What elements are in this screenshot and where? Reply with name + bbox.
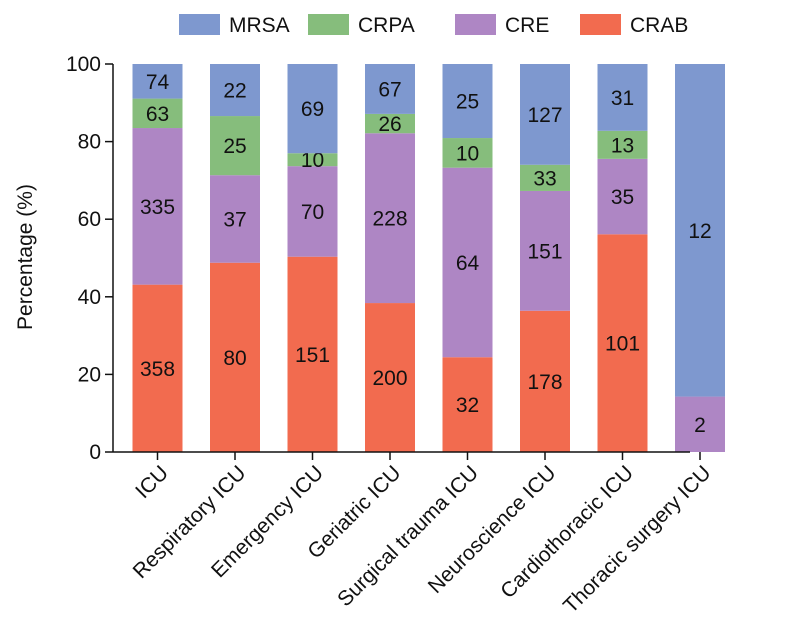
legend-swatch-crab xyxy=(580,14,621,35)
x-tick-label-cardiothoracic-icu: Cardiothoracic ICU xyxy=(496,461,638,603)
data-label-geriatric-icu-crab: 200 xyxy=(372,367,407,390)
y-tick-label-60: 60 xyxy=(78,208,101,231)
data-label-respiratory-icu-mrsa: 22 xyxy=(223,80,246,103)
legend-label-cre: CRE xyxy=(505,14,549,37)
legend-label-mrsa: MRSA xyxy=(229,14,290,37)
bar-emergency-icu-cre xyxy=(287,166,338,257)
bar-respiratory-icu-cre xyxy=(210,175,260,263)
bar-respiratory-icu-crpa xyxy=(210,116,260,176)
bar-geriatric-icu-crab xyxy=(365,303,415,452)
legend-label-crab: CRAB xyxy=(630,14,688,37)
legend-swatch-crpa xyxy=(308,14,349,35)
bar-cardiothoracic-icu-crpa xyxy=(597,130,648,159)
data-label-respiratory-icu-crpa: 25 xyxy=(223,135,246,158)
bar-geriatric-icu-crpa xyxy=(365,113,415,134)
data-label-cardiothoracic-icu-crab: 101 xyxy=(605,333,640,356)
data-label-icu-crab: 358 xyxy=(140,358,175,381)
data-label-cardiothoracic-icu-mrsa: 31 xyxy=(611,87,634,110)
bar-emergency-icu-crab xyxy=(287,256,338,452)
data-label-geriatric-icu-cre: 228 xyxy=(372,208,407,231)
legend: MRSA CRPA CRE CRAB xyxy=(179,14,688,37)
y-tick-label-80: 80 xyxy=(78,131,101,154)
data-label-surgical-trauma-icu-crab: 32 xyxy=(456,394,479,417)
bar-cardiothoracic-icu-mrsa xyxy=(597,64,648,131)
bar-cardiothoracic-icu-crab xyxy=(597,234,648,452)
data-label-neuroscience-icu-crpa: 33 xyxy=(533,167,556,190)
x-tick-label-icu: ICU xyxy=(131,461,173,503)
y-axis: 0 20 40 60 80 100 xyxy=(66,53,114,464)
x-tick-label-neuroscience-icu: Neuroscience ICU xyxy=(424,461,561,598)
bar-respiratory-icu-crab xyxy=(210,262,260,452)
y-tick-label-100: 100 xyxy=(66,53,101,76)
data-label-emergency-icu-crpa: 10 xyxy=(301,149,324,172)
bar-emergency-icu-crpa xyxy=(287,153,338,167)
y-axis-label: Percentage (%) xyxy=(14,184,37,330)
bar-icu-crab xyxy=(132,284,183,452)
x-tick-label-surgical-trauma-icu: Surgical trauma ICU xyxy=(333,461,483,611)
bar-neuroscience-icu-crab xyxy=(520,310,570,452)
bar-respiratory-icu-mrsa xyxy=(210,64,260,117)
data-label-respiratory-icu-cre: 37 xyxy=(223,208,246,231)
data-label-neuroscience-icu-cre: 151 xyxy=(527,240,562,263)
data-label-thoracic-surgery-icu-mrsa: 12 xyxy=(688,220,711,243)
y-tick-label-40: 40 xyxy=(78,286,101,309)
bar-geriatric-icu-mrsa xyxy=(365,64,415,114)
y-tick-label-0: 0 xyxy=(89,441,101,464)
data-label-emergency-icu-cre: 70 xyxy=(301,201,324,224)
legend-swatch-mrsa xyxy=(179,14,220,35)
data-label-surgical-trauma-icu-mrsa: 25 xyxy=(456,91,479,114)
data-label-geriatric-icu-mrsa: 67 xyxy=(378,78,401,101)
data-label-icu-cre: 335 xyxy=(140,196,175,219)
data-label-surgical-trauma-icu-cre: 64 xyxy=(456,252,480,275)
bar-surgical-trauma-icu-crpa xyxy=(442,138,493,168)
legend-swatch-cre xyxy=(455,14,496,35)
bar-neuroscience-icu-mrsa xyxy=(520,64,570,165)
data-label-emergency-icu-mrsa: 69 xyxy=(301,98,324,121)
legend-label-crpa: CRPA xyxy=(358,14,415,37)
y-tick-label-20: 20 xyxy=(78,363,101,386)
bar-icu-mrsa xyxy=(132,64,183,99)
bar-surgical-trauma-icu-mrsa xyxy=(442,64,493,139)
data-label-cardiothoracic-icu-crpa: 13 xyxy=(611,134,634,157)
data-label-icu-mrsa: 74 xyxy=(146,71,170,94)
bar-neuroscience-icu-crpa xyxy=(520,164,570,191)
bar-icu-cre xyxy=(132,128,183,285)
x-tick-label-thoracic-surgery-icu: Thoracic surgery ICU xyxy=(559,461,716,618)
data-label-geriatric-icu-crpa: 26 xyxy=(378,113,401,136)
data-label-neuroscience-icu-crab: 178 xyxy=(527,371,562,394)
bar-geriatric-icu-cre xyxy=(365,133,415,304)
bar-surgical-trauma-icu-crab xyxy=(442,357,493,452)
bar-emergency-icu-mrsa xyxy=(287,64,338,154)
data-label-icu-crpa: 63 xyxy=(146,103,169,126)
bar-thoracic-surgery-icu-cre xyxy=(675,396,725,452)
bar-neuroscience-icu-cre xyxy=(520,190,570,311)
data-label-neuroscience-icu-mrsa: 127 xyxy=(527,104,562,127)
data-label-cardiothoracic-icu-cre: 35 xyxy=(611,186,634,209)
data-label-surgical-trauma-icu-crpa: 10 xyxy=(456,142,479,165)
bar-icu-crpa xyxy=(132,98,183,129)
data-label-respiratory-icu-crab: 80 xyxy=(223,347,246,370)
bar-surgical-trauma-icu-cre xyxy=(442,167,493,358)
bar-cardiothoracic-icu-cre xyxy=(597,158,648,235)
data-label-emergency-icu-crab: 151 xyxy=(295,344,330,367)
data-label-thoracic-surgery-icu-cre: 2 xyxy=(694,414,706,437)
bars: 358 335 63 74 80 37 25 22 151 70 10 69 200 228 26 67 32 6… xyxy=(132,64,725,452)
bar-thoracic-surgery-icu-mrsa xyxy=(675,64,725,397)
